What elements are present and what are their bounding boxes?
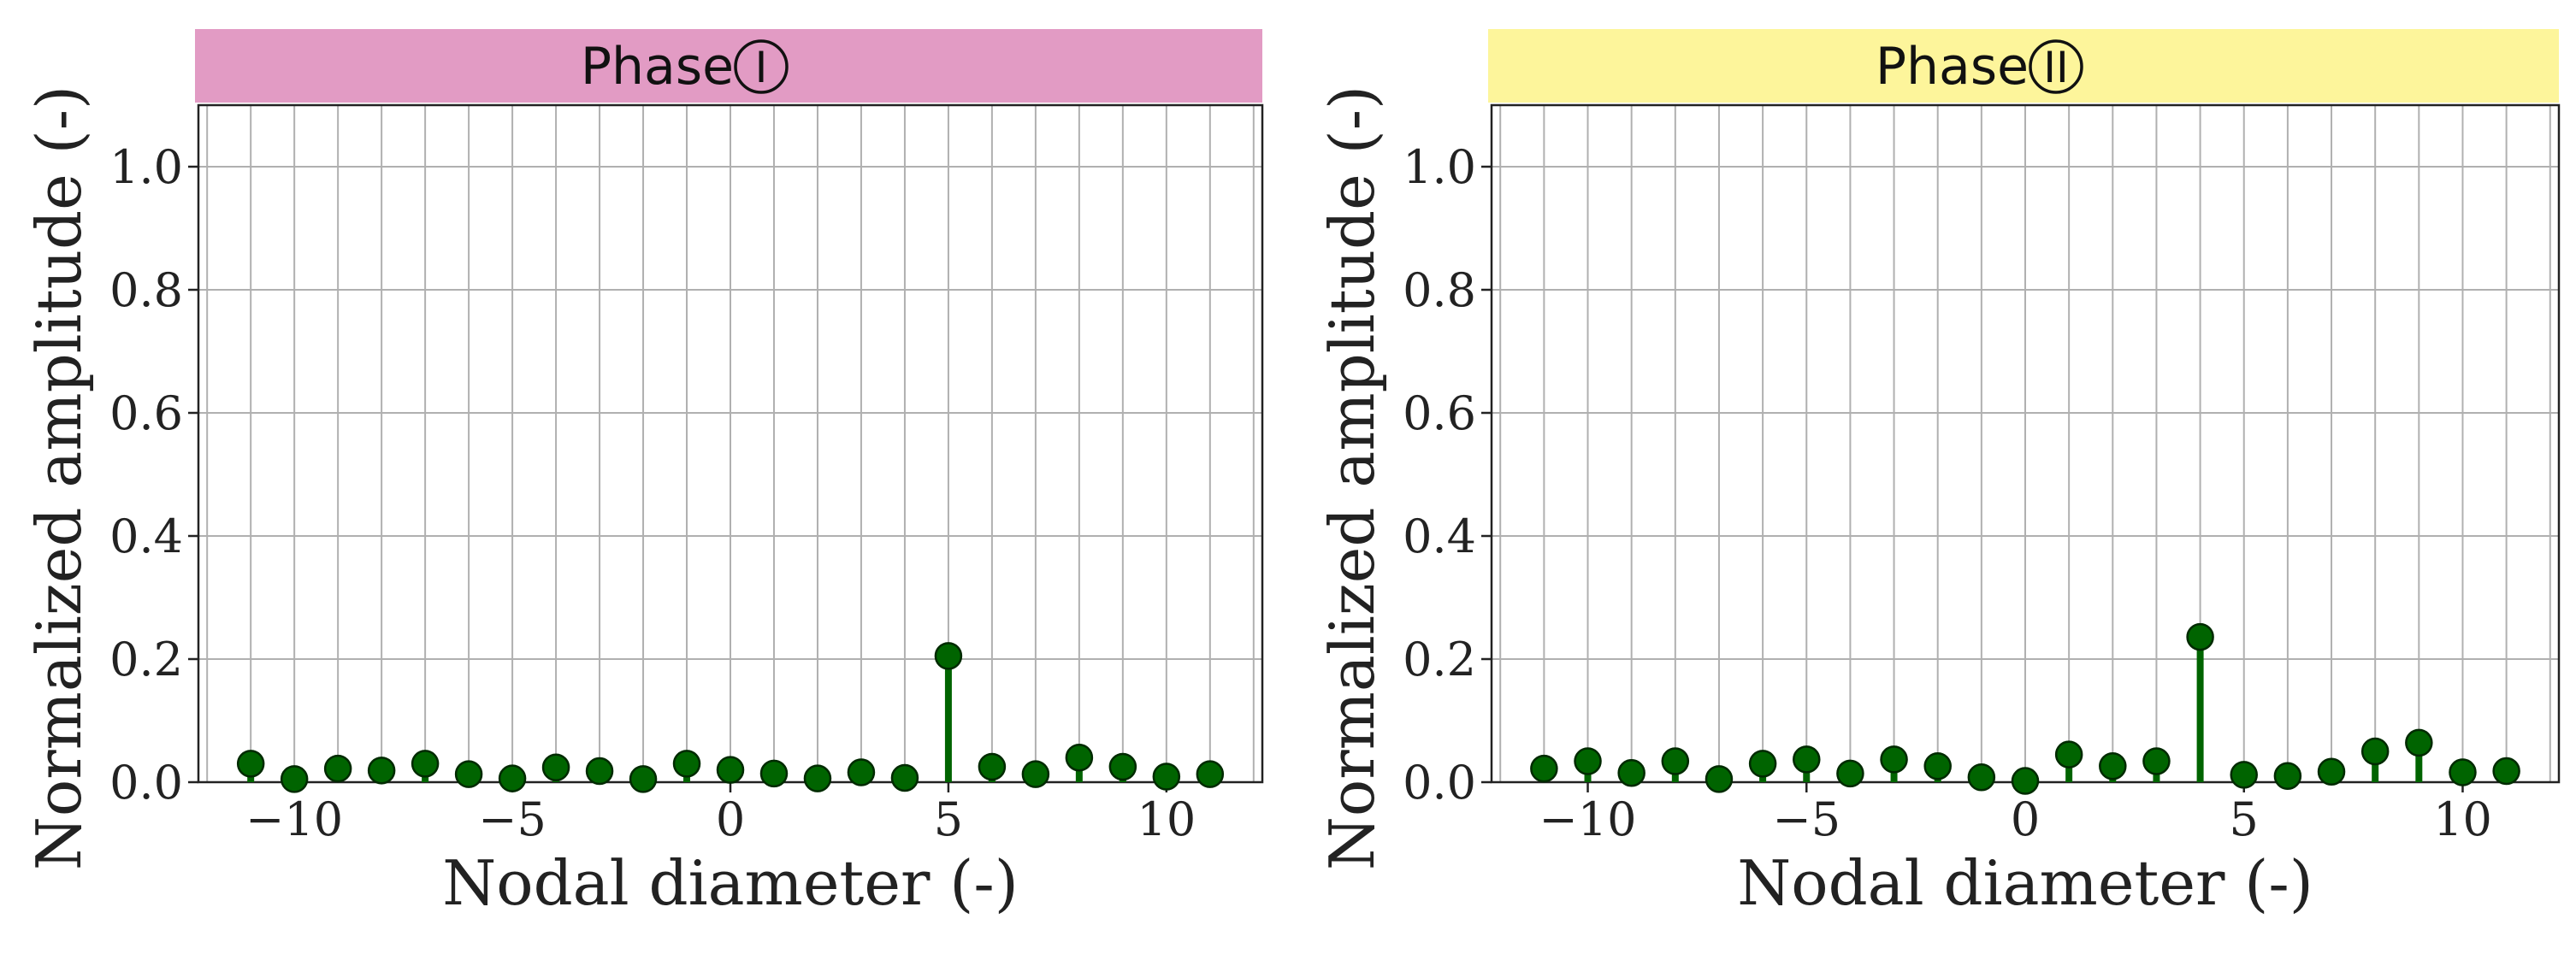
stem-marker <box>1748 750 1777 778</box>
title-banner <box>1488 29 2559 103</box>
x-tick-label: 5 <box>2230 792 2259 846</box>
y-tick-label: 0.0 <box>1403 756 1476 810</box>
panel-1: Phase I −10 −5 0 5 10 0.0 0.2 0.4 0.6 0.8 1.0 Nodal d… <box>23 29 1264 919</box>
y-tick-label: 0.8 <box>1403 263 1476 317</box>
stem-marker <box>847 758 876 786</box>
stem-marker <box>1793 745 1821 774</box>
x-tick-label: 0 <box>2011 792 2040 846</box>
stem-marker <box>1836 759 1864 788</box>
phase-badge: II <box>2043 43 2069 92</box>
stem-marker <box>629 765 658 793</box>
y-tick-label: 1.0 <box>1403 140 1476 194</box>
stem-marker <box>1923 752 1952 780</box>
panel-title: Phase <box>1876 37 2029 97</box>
stem-marker <box>2273 762 2302 791</box>
stem-marker <box>2405 728 2433 757</box>
stem-marker <box>2449 758 2477 786</box>
phase-badge: I <box>755 43 768 92</box>
stem-series <box>236 642 1225 793</box>
stem-marker <box>890 763 919 792</box>
x-tick-label: −5 <box>1772 792 1840 846</box>
stem-marker <box>1967 763 1996 792</box>
stem-marker <box>978 752 1007 781</box>
x-axis-label: Nodal diameter (-) <box>442 847 1019 919</box>
grid <box>198 105 1262 783</box>
x-tick-label: 10 <box>1137 792 1196 846</box>
panel-2: Phase II −10 −5 0 5 10 0.0 0.2 0.4 0.6 0.8 1.0 Nodal … <box>1316 29 2561 919</box>
stem-marker <box>2099 752 2127 780</box>
grid <box>1492 105 2559 783</box>
stem-marker <box>2230 761 2258 789</box>
stem-marker <box>1661 747 1690 775</box>
stem-marker <box>498 764 527 792</box>
stem-marker <box>367 757 396 785</box>
stem-marker <box>280 765 309 793</box>
x-tick-label: 0 <box>716 792 745 846</box>
y-tick-label: 0.6 <box>1403 386 1476 440</box>
stem-marker <box>2142 747 2171 775</box>
y-tick-label: 0.0 <box>109 756 183 810</box>
y-tick-label: 0.6 <box>109 386 183 440</box>
y-axis-label: Normalized amplitude (-) <box>23 85 95 870</box>
x-tick-label: −10 <box>245 792 343 846</box>
stem-marker <box>1196 760 1225 788</box>
y-axis-label: Normalized amplitude (-) <box>1316 85 1388 870</box>
stem-marker <box>1880 745 1908 774</box>
x-tick-label: 5 <box>934 792 963 846</box>
x-tick-label: −10 <box>1539 792 1637 846</box>
stem-marker <box>411 750 440 778</box>
stem-marker <box>2186 622 2214 651</box>
stem-marker <box>759 759 789 788</box>
stem-marker <box>716 756 745 784</box>
phase-badge-circle-icon <box>734 39 789 94</box>
y-tick-label: 0.2 <box>109 633 183 686</box>
stem-marker <box>454 760 483 788</box>
stem-marker <box>323 754 352 783</box>
stem-marker <box>541 753 570 781</box>
stem-marker <box>1530 754 1558 783</box>
x-tick-label: −5 <box>478 792 547 846</box>
stem-series <box>1530 622 2520 795</box>
stem-marker <box>236 750 265 778</box>
title-banner <box>195 29 1262 103</box>
x-tick-label: 10 <box>2433 792 2492 846</box>
stem-marker <box>1705 765 1734 793</box>
y-tick-label: 0.8 <box>109 263 183 317</box>
phase-badge-circle-icon <box>2029 39 2083 94</box>
y-tick-label: 0.4 <box>1403 509 1476 563</box>
panel-title: Phase <box>581 37 734 97</box>
stem-marker <box>1065 743 1094 772</box>
stem-marker <box>934 642 963 670</box>
stem-marker <box>2054 740 2083 768</box>
stem-marker <box>585 757 614 786</box>
stem-marker <box>1617 758 1645 787</box>
y-tick-label: 0.4 <box>109 509 183 563</box>
stem-marker <box>1152 763 1181 791</box>
stem-marker <box>1108 752 1137 781</box>
x-axis-label: Nodal diameter (-) <box>1737 847 2313 919</box>
stem-marker <box>2011 767 2040 795</box>
y-tick-label: 1.0 <box>109 140 183 194</box>
stem-marker <box>2317 757 2346 786</box>
y-tick-label: 0.2 <box>1403 633 1476 686</box>
stem-marker <box>672 750 701 778</box>
stem-marker <box>2360 737 2390 766</box>
stem-marker <box>803 764 832 792</box>
stem-marker <box>1021 760 1050 788</box>
stem-marker <box>2492 757 2520 786</box>
stem-marker <box>1574 747 1602 775</box>
